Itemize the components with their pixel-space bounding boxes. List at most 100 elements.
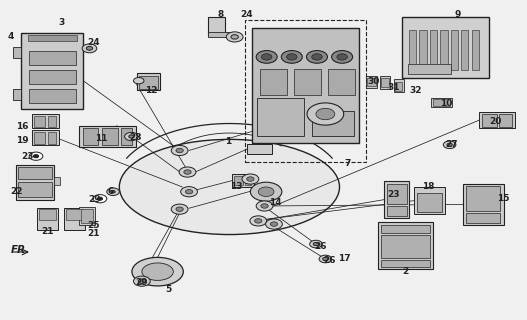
Circle shape — [331, 51, 353, 63]
Circle shape — [287, 54, 297, 60]
Bar — [500, 114, 512, 127]
Bar — [461, 30, 469, 69]
Bar — [378, 222, 433, 269]
Circle shape — [107, 188, 119, 196]
Bar — [136, 73, 160, 90]
Bar — [32, 114, 59, 128]
Text: 13: 13 — [230, 181, 242, 190]
Bar — [209, 17, 225, 36]
Text: 25: 25 — [87, 220, 100, 229]
Text: 29: 29 — [135, 278, 148, 287]
Circle shape — [111, 190, 115, 193]
Bar — [260, 69, 287, 95]
Bar — [54, 178, 60, 185]
Bar — [366, 76, 377, 88]
Circle shape — [256, 51, 277, 63]
Text: 24: 24 — [240, 10, 253, 19]
Circle shape — [186, 189, 193, 194]
Circle shape — [258, 187, 274, 196]
Bar — [257, 98, 305, 136]
Bar — [79, 126, 135, 147]
Bar — [102, 128, 118, 145]
Bar — [328, 69, 355, 95]
Text: 7: 7 — [344, 159, 350, 168]
Circle shape — [443, 141, 456, 148]
Bar — [395, 82, 403, 91]
Bar — [27, 35, 77, 41]
Ellipse shape — [119, 140, 339, 235]
Circle shape — [316, 108, 335, 120]
Circle shape — [242, 174, 259, 184]
Text: FR.: FR. — [11, 245, 30, 255]
Bar — [409, 30, 416, 69]
Circle shape — [231, 35, 238, 39]
Text: 2: 2 — [402, 267, 408, 276]
Text: 10: 10 — [440, 99, 452, 108]
Bar — [466, 186, 501, 211]
Text: 1: 1 — [225, 137, 231, 146]
Bar — [382, 235, 430, 258]
Circle shape — [247, 177, 254, 181]
Circle shape — [266, 219, 282, 229]
Bar — [209, 32, 232, 37]
Text: 12: 12 — [144, 86, 157, 95]
Bar — [16, 165, 54, 200]
Bar — [430, 30, 437, 69]
Circle shape — [129, 135, 134, 138]
Bar — [408, 63, 451, 74]
Bar — [18, 181, 52, 197]
Bar — [32, 131, 59, 145]
Circle shape — [256, 201, 273, 211]
Text: 9: 9 — [454, 10, 461, 19]
Text: 19: 19 — [16, 136, 28, 146]
Ellipse shape — [142, 263, 173, 280]
Bar — [252, 28, 359, 142]
Text: 16: 16 — [16, 122, 28, 131]
Text: 8: 8 — [218, 10, 223, 19]
Circle shape — [250, 182, 282, 201]
Bar — [294, 69, 321, 95]
Bar — [384, 181, 409, 218]
Circle shape — [255, 219, 262, 223]
Bar — [433, 100, 450, 106]
Bar — [482, 114, 497, 127]
Circle shape — [337, 54, 347, 60]
Bar — [382, 225, 430, 233]
Text: 31: 31 — [387, 83, 400, 92]
Circle shape — [307, 103, 344, 125]
Text: 32: 32 — [409, 86, 422, 95]
Bar — [472, 30, 479, 69]
Bar — [39, 210, 56, 220]
Circle shape — [86, 46, 93, 50]
Circle shape — [176, 148, 183, 153]
Text: 21: 21 — [87, 229, 100, 238]
Circle shape — [179, 167, 196, 177]
Bar — [232, 174, 254, 187]
Circle shape — [310, 240, 322, 248]
Circle shape — [138, 279, 145, 284]
Text: 20: 20 — [489, 117, 501, 126]
Text: 30: 30 — [367, 77, 380, 86]
Text: 24: 24 — [87, 38, 100, 47]
Bar — [83, 128, 99, 145]
Circle shape — [133, 276, 150, 286]
Bar — [419, 30, 426, 69]
Circle shape — [250, 216, 267, 226]
Bar — [414, 187, 445, 214]
Bar — [480, 112, 515, 128]
Bar — [466, 213, 501, 223]
Bar — [13, 47, 21, 59]
Bar — [380, 76, 391, 89]
Bar — [440, 30, 447, 69]
Circle shape — [313, 243, 318, 246]
Bar — [139, 76, 158, 89]
Text: 17: 17 — [338, 254, 351, 263]
Circle shape — [323, 257, 328, 260]
Text: 23: 23 — [387, 190, 400, 199]
Bar — [382, 78, 389, 87]
Text: 3: 3 — [58, 18, 65, 27]
Bar — [28, 89, 76, 103]
Circle shape — [176, 207, 183, 212]
Circle shape — [447, 143, 452, 146]
Circle shape — [29, 152, 43, 160]
